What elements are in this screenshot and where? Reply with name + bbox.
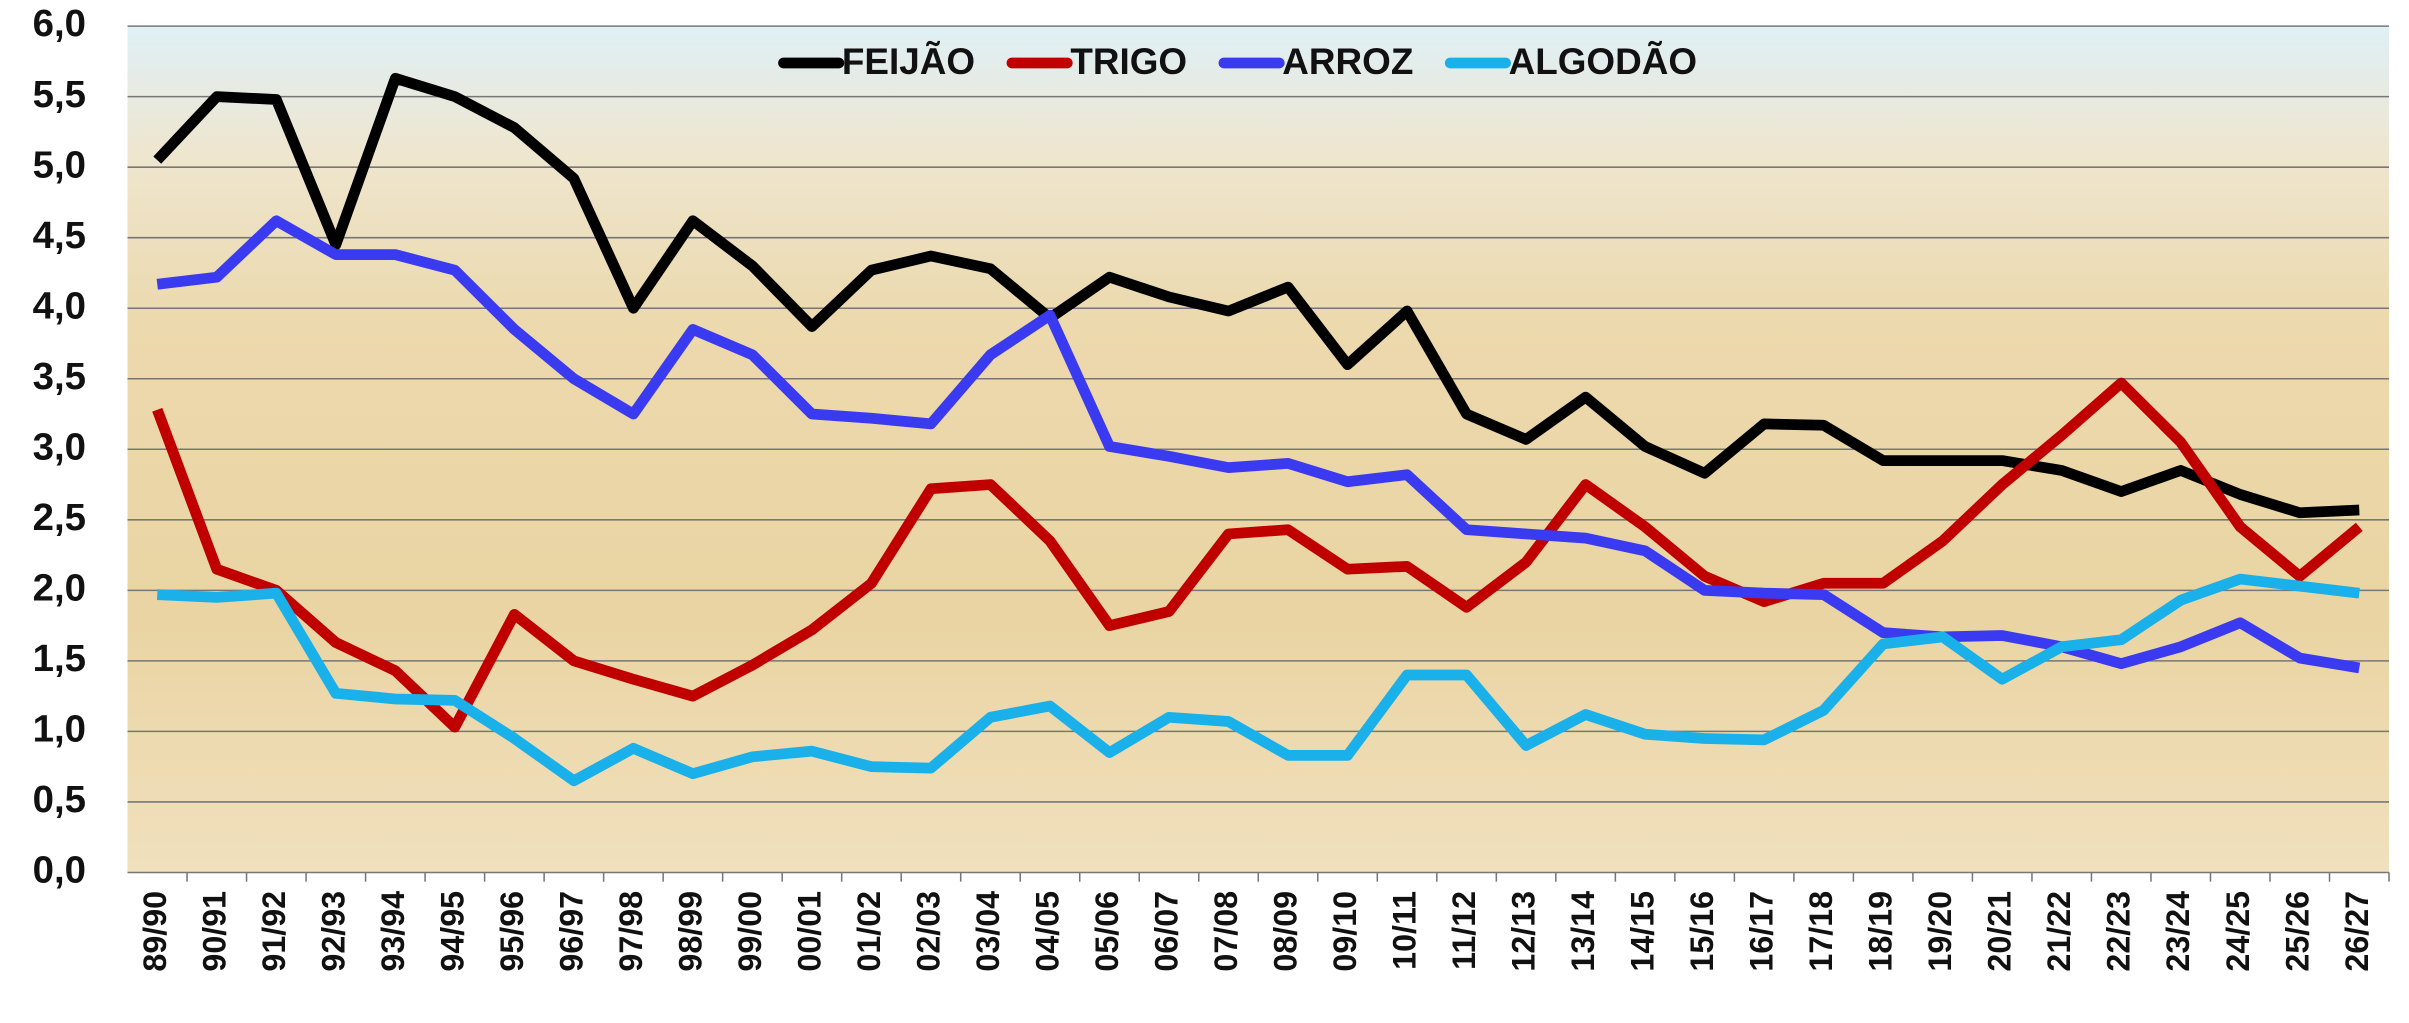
x-tick-label: 08/09 bbox=[1268, 891, 1304, 972]
x-tick-label: 03/04 bbox=[970, 891, 1006, 972]
x-tick-label: 06/07 bbox=[1149, 891, 1185, 972]
x-tick-label: 17/18 bbox=[1803, 891, 1839, 972]
series-line bbox=[157, 573, 2360, 787]
x-tick-label: 16/17 bbox=[1744, 891, 1780, 972]
y-tick-label: 3,5 bbox=[33, 355, 86, 398]
x-tick-label: 24/25 bbox=[2220, 891, 2256, 972]
x-tick-label: 19/20 bbox=[1922, 891, 1958, 972]
x-tick-label: 04/05 bbox=[1029, 891, 1065, 972]
y-tick-label: 4,0 bbox=[33, 284, 86, 327]
x-tick-label: 01/02 bbox=[851, 891, 887, 972]
x-tick-label: 93/94 bbox=[375, 891, 411, 972]
y-tick-label: 0,0 bbox=[33, 849, 86, 892]
x-tick-label: 96/97 bbox=[553, 891, 589, 972]
x-tick-label: 98/99 bbox=[672, 891, 708, 972]
x-tick-label: 94/95 bbox=[434, 891, 470, 972]
x-tick-label: 90/91 bbox=[196, 891, 232, 972]
y-tick-label: 6,0 bbox=[33, 2, 86, 45]
x-tick-label: 22/23 bbox=[2101, 891, 2137, 972]
x-tick-label: 10/11 bbox=[1387, 891, 1423, 970]
x-tick-label: 92/93 bbox=[315, 891, 351, 972]
x-tick-label: 11/12 bbox=[1446, 891, 1482, 970]
legend-label: ARROZ bbox=[1282, 41, 1413, 82]
y-tick-label: 2,0 bbox=[33, 566, 86, 609]
x-tick-label: 15/16 bbox=[1684, 891, 1720, 972]
x-tick-label: 20/21 bbox=[1982, 891, 2018, 972]
x-tick-label: 21/22 bbox=[2041, 891, 2077, 972]
series-line bbox=[152, 377, 2363, 733]
y-tick-label: 4,5 bbox=[33, 214, 86, 257]
legend-label: TRIGO bbox=[1070, 41, 1187, 82]
x-tick-label: 89/90 bbox=[137, 891, 173, 972]
x-tick-label: 91/92 bbox=[256, 891, 292, 972]
y-tick-label: 2,5 bbox=[33, 496, 86, 539]
x-tick-label: 14/15 bbox=[1625, 891, 1661, 972]
x-tick-label: 23/24 bbox=[2160, 891, 2196, 972]
y-tick-label: 5,0 bbox=[33, 143, 86, 186]
series-line bbox=[153, 72, 2360, 519]
legend-label: FEIJÃO bbox=[842, 40, 975, 82]
legend-label: ALGODÃO bbox=[1509, 40, 1697, 82]
x-tick-label: 13/14 bbox=[1565, 891, 1601, 972]
series-line bbox=[156, 215, 2361, 674]
y-tick-label: 5,5 bbox=[33, 73, 86, 116]
x-tick-label: 12/13 bbox=[1506, 891, 1542, 972]
y-tick-label: 0,5 bbox=[33, 778, 86, 821]
x-tick-label: 05/06 bbox=[1089, 891, 1125, 972]
x-tick-label: 25/26 bbox=[2279, 891, 2315, 972]
x-tick-label: 00/01 bbox=[791, 891, 827, 972]
x-tick-label: 09/10 bbox=[1327, 891, 1363, 972]
x-tick-label: 99/00 bbox=[732, 891, 768, 972]
x-tick-label: 07/08 bbox=[1208, 891, 1244, 972]
y-tick-label: 1,0 bbox=[33, 708, 86, 751]
x-tick-label: 26/27 bbox=[2339, 891, 2375, 972]
y-tick-label: 1,5 bbox=[33, 637, 86, 680]
y-tick-label: 3,0 bbox=[33, 425, 86, 468]
x-tick-label: 97/98 bbox=[613, 891, 649, 972]
x-tick-label: 18/19 bbox=[1863, 891, 1899, 972]
x-tick-label: 95/96 bbox=[494, 891, 530, 972]
x-tick-label: 02/03 bbox=[910, 891, 946, 972]
